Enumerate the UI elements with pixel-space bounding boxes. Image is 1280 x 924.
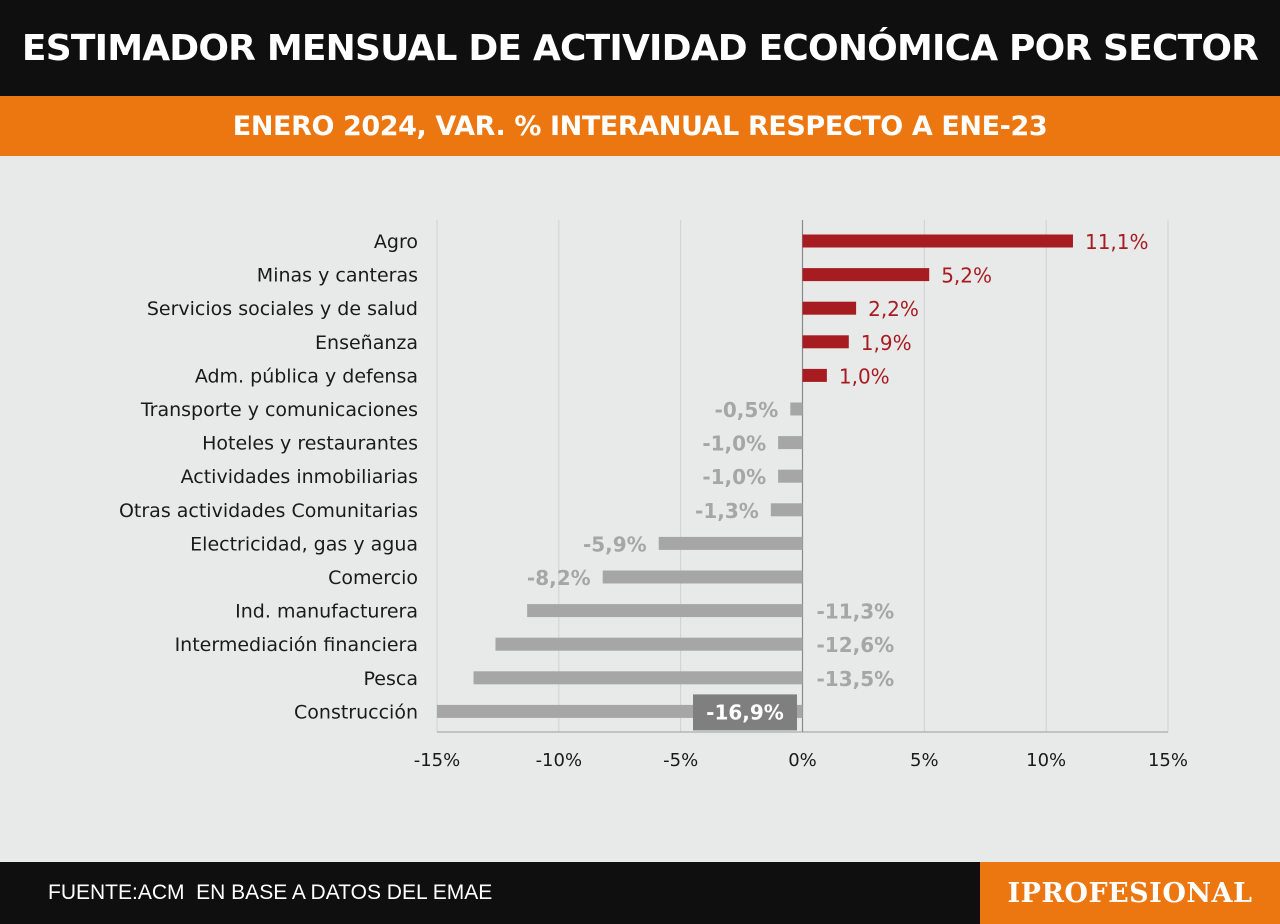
header-bar: ESTIMADOR MENSUAL DE ACTIVIDAD ECONÓMICA…	[0, 0, 1280, 96]
category-label: Transporte y comunicaciones	[140, 399, 418, 421]
category-label: Intermediación financiera	[175, 634, 418, 656]
bar	[778, 469, 803, 483]
category-label: Servicios sociales y de salud	[147, 298, 418, 320]
source-note: FUENTE:ACM EN BASE A DATOS DEL EMAE	[48, 881, 493, 904]
category-label: Ind. manufacturera	[235, 601, 418, 623]
value-label: 1,9%	[861, 331, 912, 355]
value-label: -16,9%	[706, 700, 784, 724]
x-tick-label: 0%	[788, 750, 817, 771]
bar	[790, 402, 803, 416]
bar	[495, 637, 803, 651]
category-label: Enseñanza	[315, 332, 418, 354]
category-label: Electricidad, gas y agua	[190, 533, 418, 555]
value-label: -0,5%	[715, 398, 779, 422]
category-label: Agro	[374, 231, 418, 253]
bar	[473, 671, 803, 685]
bar	[778, 436, 803, 450]
bars-group	[437, 234, 1073, 718]
subheader-bar: ENERO 2024, VAR. % INTERANUAL RESPECTO A…	[0, 96, 1280, 156]
value-label: 5,2%	[941, 264, 992, 288]
category-label: Minas y canteras	[257, 265, 418, 287]
x-tick-label: 15%	[1148, 750, 1188, 771]
value-label: -13,5%	[817, 667, 895, 691]
x-tick-label: 5%	[910, 750, 939, 771]
category-label: Construcción	[294, 701, 418, 723]
bar	[802, 301, 857, 315]
x-tick-label: 10%	[1026, 750, 1066, 771]
value-label: 2,2%	[868, 297, 919, 321]
category-label: Comercio	[328, 567, 418, 589]
bar	[602, 570, 803, 584]
bar	[802, 268, 930, 282]
brand-logo: IPROFESIONAL	[980, 862, 1280, 924]
value-label: -8,2%	[527, 566, 591, 590]
chart-title: ESTIMADOR MENSUAL DE ACTIVIDAD ECONÓMICA…	[21, 27, 1259, 69]
value-label-box	[693, 694, 797, 731]
value-label: -12,6%	[817, 633, 895, 657]
chart-subtitle: ENERO 2024, VAR. % INTERANUAL RESPECTO A…	[232, 110, 1048, 142]
category-label: Actividades inmobiliarias	[181, 466, 418, 488]
value-label: -1,3%	[695, 499, 759, 523]
value-label: -1,0%	[702, 432, 766, 456]
x-tick-label: -15%	[414, 750, 461, 771]
bar	[802, 234, 1073, 248]
bar-chart: Agro Minas y canteras Servicios sociales y…	[119, 220, 1188, 771]
x-axis-ticks: -15% -10% -5% 0% 5% 10% 15%	[414, 750, 1188, 771]
bar	[802, 368, 827, 382]
x-tick-label: -5%	[663, 750, 698, 771]
bar	[527, 604, 803, 618]
footer-bar: FUENTE:ACM EN BASE A DATOS DEL EMAE IPRO…	[0, 862, 1280, 924]
category-label: Pesca	[364, 668, 418, 690]
value-label: 1,0%	[839, 364, 890, 388]
x-tick-label: -10%	[536, 750, 583, 771]
category-label: Otras actividades Comunitarias	[119, 500, 418, 522]
category-label: Adm. pública y defensa	[195, 365, 418, 387]
bar	[658, 536, 803, 550]
category-label: Hoteles y restaurantes	[202, 433, 418, 455]
value-labels: 11,1% 5,2% 2,2% 1,9% 1,0% -0,5% -1,0% -1,0% -1,3…	[527, 230, 1149, 731]
value-label: -11,3%	[817, 600, 895, 624]
category-labels: Agro Minas y canteras Servicios sociales y…	[119, 231, 418, 723]
value-label: -5,9%	[583, 532, 647, 556]
bar	[802, 335, 849, 349]
value-label: 11,1%	[1085, 230, 1149, 254]
value-label: -1,0%	[702, 465, 766, 489]
bar	[770, 503, 803, 517]
